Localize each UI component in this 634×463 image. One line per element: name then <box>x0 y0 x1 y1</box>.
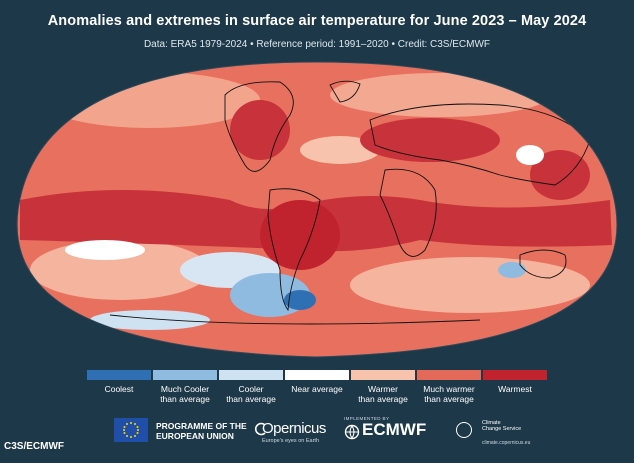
legend-swatch <box>483 370 547 380</box>
near-average-asia <box>516 145 544 165</box>
globe-outline <box>16 61 618 358</box>
legend-item-near-average: Near average <box>284 370 350 394</box>
legend-swatch <box>87 370 151 380</box>
ccs-name: Climate Change Service <box>482 420 522 432</box>
legend-label: Much warmer than average <box>423 384 475 404</box>
ecmwf-globe-icon <box>344 424 360 440</box>
legend-item-much-cooler: Much Cooler than average <box>152 370 218 404</box>
copernicus-tagline: Europe's eyes on Earth <box>262 438 320 444</box>
copernicus-wordmark: Opernicus <box>262 420 326 437</box>
coolest-patch <box>284 290 316 310</box>
legend-swatch <box>285 370 349 380</box>
legend-swatch <box>219 370 283 380</box>
ccs-url: climate.copernicus.eu <box>482 440 531 446</box>
legend-label: Cooler than average <box>226 384 276 404</box>
copernicus-c-icon <box>254 422 266 436</box>
legend-label: Much Cooler than average <box>160 384 210 404</box>
legend-swatch <box>351 370 415 380</box>
cooler-antarctic-edge <box>90 310 210 330</box>
legend: Coolest Much Cooler than average Cooler … <box>86 370 548 410</box>
legend-label: Near average <box>291 384 343 394</box>
legend-swatch <box>153 370 217 380</box>
southern-indian-light <box>350 257 590 313</box>
near-average-pacific <box>65 240 145 260</box>
map-subtitle: Data: ERA5 1979-2024 • Reference period:… <box>143 39 491 50</box>
south-america-warmest <box>260 200 340 270</box>
image-credit: C3S/ECMWF <box>4 441 64 452</box>
legend-swatch <box>417 370 481 380</box>
legend-item-cooler: Cooler than average <box>218 370 284 404</box>
eu-stars-icon <box>123 422 139 438</box>
north-america-warmest <box>230 100 290 160</box>
east-asia-warmest <box>530 150 590 200</box>
north-pacific-light <box>40 72 260 128</box>
coastlines <box>109 80 591 325</box>
map-title: Anomalies and extremes in surface air te… <box>47 13 587 29</box>
eu-programme-text: PROGRAMME OF THE EUROPEAN UNION <box>156 421 247 441</box>
cooler-indian-ocean <box>498 262 526 278</box>
legend-item-warmest: Warmest <box>482 370 548 394</box>
implemented-by-text: IMPLEMENTED BY <box>344 416 390 421</box>
climate-globe-icon <box>456 422 472 438</box>
eu-flag-logo <box>114 418 148 442</box>
legend-item-warmer: Warmer than average <box>350 370 416 404</box>
atlantic-light <box>300 136 380 164</box>
eurasia-warmest <box>360 118 500 162</box>
arctic-light <box>330 73 550 117</box>
legend-item-coolest: Coolest <box>86 370 152 394</box>
logo-footer: PROGRAMME OF THE EUROPEAN UNION Opernicu… <box>0 414 634 458</box>
legend-item-much-warmer: Much warmer than average <box>416 370 482 404</box>
ecmwf-wordmark: ECMWF <box>362 420 427 439</box>
legend-label: Warmer than average <box>358 384 408 404</box>
ecmwf-logo: IMPLEMENTED BY ECMWF <box>344 416 426 440</box>
legend-label: Warmest <box>498 384 532 394</box>
legend-label: Coolest <box>104 384 134 394</box>
